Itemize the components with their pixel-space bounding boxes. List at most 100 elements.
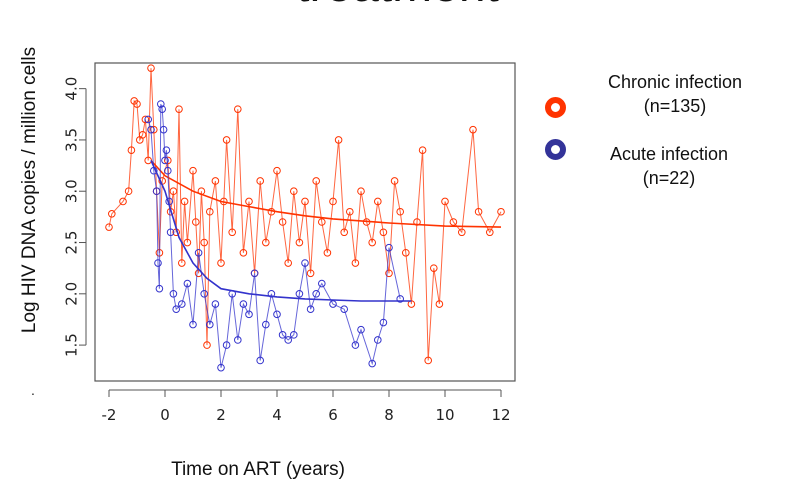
data-point	[306, 269, 315, 278]
data-point	[273, 166, 281, 175]
data-point	[323, 248, 332, 257]
data-point	[351, 259, 360, 267]
y-tick-label: 2.0	[63, 282, 81, 306]
data-point	[329, 197, 337, 206]
plot-frame	[94, 62, 516, 382]
data-point	[162, 146, 171, 154]
legend-label-acute-line2: (n=22)	[642, 168, 696, 188]
data-point	[124, 187, 133, 196]
data-point	[318, 218, 326, 226]
data-point	[180, 197, 189, 206]
series-acute	[144, 100, 412, 372]
data-point	[469, 125, 477, 134]
data-point	[312, 177, 321, 185]
data-point	[413, 218, 421, 226]
data-point	[178, 300, 186, 308]
data-point	[105, 223, 113, 231]
data-point	[306, 305, 315, 313]
data-point	[154, 259, 162, 267]
data-point	[385, 269, 393, 278]
y-tick-label: 3.0	[63, 179, 81, 203]
data-point	[312, 290, 321, 298]
y-axis: 1.5 2.0 2.5 3.0 3.5 4.0	[63, 77, 87, 357]
data-point	[239, 300, 248, 308]
data-point	[284, 336, 293, 344]
data-point	[368, 359, 377, 368]
x-tick-label: 4	[272, 406, 282, 424]
legend-label-acute: Acute infection (n=22)	[594, 142, 744, 190]
data-point	[157, 100, 165, 108]
data-point	[368, 238, 377, 247]
data-point	[346, 207, 354, 216]
data-point	[169, 187, 178, 196]
data-point	[295, 238, 304, 247]
data-point	[147, 64, 155, 72]
series-layer	[105, 64, 505, 372]
data-point	[197, 187, 206, 196]
legend-swatch-acute	[545, 139, 566, 160]
data-point	[228, 228, 236, 237]
data-point	[158, 105, 166, 113]
y-tick-label: 1.5	[63, 333, 81, 357]
data-point	[262, 320, 270, 329]
data-point	[228, 290, 236, 298]
legend-label-chronic: Chronic infection (n=135)	[600, 70, 750, 118]
y-tick-label: 2.5	[63, 231, 81, 255]
data-point	[301, 197, 309, 206]
data-point	[424, 356, 433, 365]
x-tick-label: 8	[384, 406, 394, 424]
data-point	[150, 166, 158, 175]
data-point	[430, 264, 438, 272]
data-point	[189, 166, 197, 175]
data-point	[239, 248, 248, 257]
stray-mark: .	[31, 382, 35, 398]
data-point	[402, 248, 410, 257]
x-axis: -2 0 2 4 6 8 10 12	[102, 389, 511, 424]
data-point	[267, 207, 276, 216]
legend-label-chronic-line2: (n=135)	[643, 96, 707, 116]
data-point	[278, 218, 287, 226]
data-point	[486, 228, 494, 237]
legend-item-chronic	[545, 97, 566, 118]
data-point	[329, 300, 337, 308]
data-point	[206, 320, 214, 329]
data-point	[278, 331, 287, 339]
data-point	[172, 305, 180, 313]
data-point	[144, 115, 152, 124]
legend-label-chronic-line1: Chronic infection	[607, 72, 743, 92]
data-point	[234, 336, 242, 344]
x-tick-label: 6	[328, 406, 338, 424]
data-point	[169, 290, 178, 298]
data-point	[206, 207, 214, 216]
data-point	[458, 228, 466, 237]
data-point	[192, 218, 200, 226]
data-point	[262, 238, 270, 247]
data-point	[340, 228, 349, 237]
data-point	[474, 207, 483, 216]
data-point	[351, 341, 360, 349]
data-point	[183, 238, 192, 247]
x-tick-label: 0	[160, 406, 170, 424]
data-point	[245, 197, 253, 206]
data-point	[250, 269, 259, 278]
data-point	[441, 197, 449, 206]
data-point	[194, 248, 203, 257]
data-point	[374, 197, 382, 206]
data-point	[200, 290, 208, 298]
data-point	[449, 218, 458, 226]
trend-line	[150, 159, 502, 228]
data-point	[138, 131, 147, 139]
data-point	[127, 146, 136, 154]
data-point	[234, 105, 242, 113]
x-axis-title: Time on ART (years)	[171, 459, 345, 480]
data-point	[334, 136, 343, 144]
y-tick-label: 3.5	[63, 128, 81, 152]
legend-label-acute-line1: Acute infection	[609, 144, 729, 164]
data-point	[385, 243, 393, 252]
data-point	[295, 290, 304, 298]
data-point	[133, 100, 141, 108]
data-point	[418, 146, 427, 154]
x-tick-label: 10	[435, 406, 454, 424]
data-point	[284, 259, 293, 267]
